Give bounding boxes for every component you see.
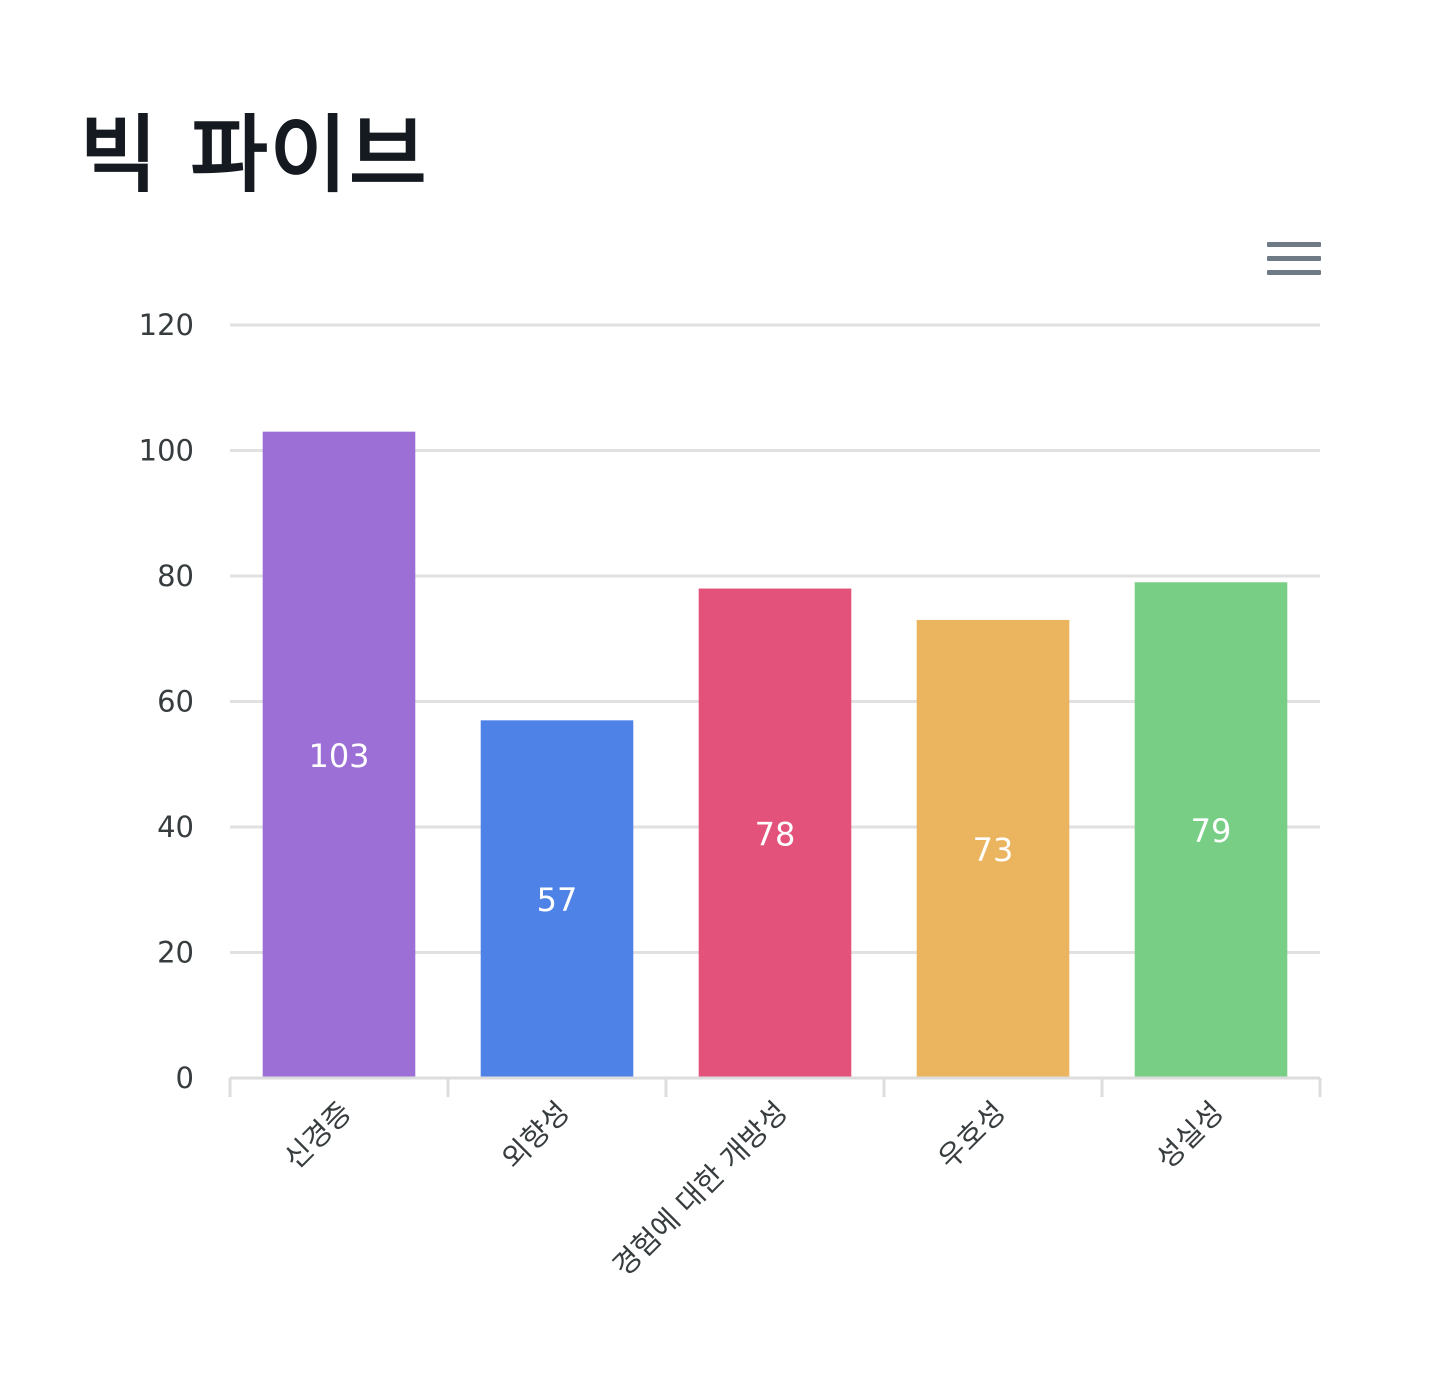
y-tick-label: 60 [157, 685, 194, 719]
y-axis-ticks: 0 20 40 60 80 100 120 [139, 308, 194, 1095]
x-category-label: 외향성 [495, 1095, 576, 1176]
y-tick-label: 20 [157, 936, 194, 970]
y-tick-label: 0 [176, 1061, 194, 1095]
bar[interactable] [698, 588, 852, 1078]
bars [262, 431, 1288, 1078]
x-axis-labels: 신경증 외향성 경험에 대한 개방성 우호성 성실성 [277, 1095, 1230, 1283]
bar[interactable] [1134, 582, 1288, 1078]
bar-value-label: 79 [1191, 812, 1232, 850]
x-category-label: 우호성 [931, 1095, 1012, 1176]
bar[interactable] [262, 431, 416, 1078]
bar[interactable] [480, 720, 634, 1078]
y-tick-label: 80 [157, 559, 194, 593]
x-category-label: 신경증 [277, 1095, 358, 1176]
y-tick-label: 100 [139, 434, 194, 468]
bar-value-labels: 103 57 78 73 79 [308, 737, 1231, 919]
bar-value-label: 78 [755, 815, 796, 853]
hamburger-menu-icon[interactable] [1262, 238, 1322, 284]
x-category-label: 경험에 대한 개방성 [606, 1095, 794, 1283]
page-title: 빅 파이브 [80, 106, 429, 204]
y-tick-label: 40 [157, 810, 194, 844]
x-category-label: 성실성 [1149, 1095, 1230, 1176]
bar-value-label: 57 [537, 881, 578, 919]
bar-value-label: 103 [308, 737, 369, 775]
bar-value-label: 73 [973, 831, 1014, 869]
y-tick-label: 120 [139, 308, 194, 342]
x-axis [228, 1076, 1322, 1097]
bar[interactable] [916, 619, 1070, 1078]
